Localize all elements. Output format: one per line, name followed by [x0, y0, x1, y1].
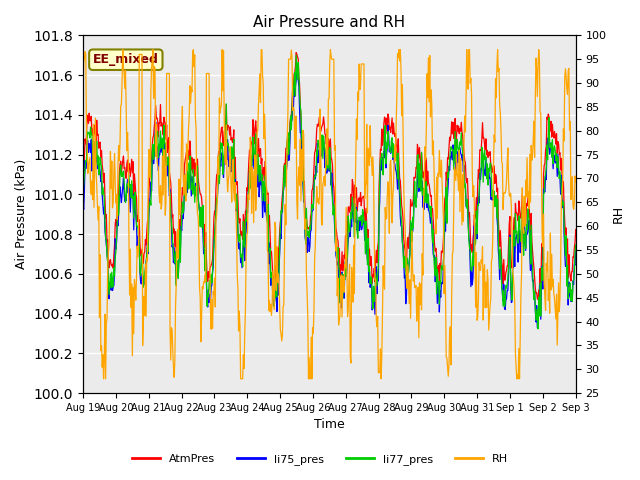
li75_pres — [79, 201, 87, 206]
X-axis label: Time: Time — [314, 419, 345, 432]
li77_pres — [292, 52, 300, 58]
Y-axis label: Air Pressure (kPa): Air Pressure (kPa) — [15, 159, 28, 269]
Line: RH: RH — [83, 49, 576, 379]
RH — [572, 179, 580, 185]
AtmPres — [215, 149, 223, 155]
RH — [79, 96, 87, 102]
li77_pres — [88, 132, 96, 137]
li75_pres — [189, 180, 196, 186]
Text: EE_mixed: EE_mixed — [93, 53, 159, 66]
li77_pres — [215, 152, 223, 158]
li75_pres — [534, 325, 541, 331]
li75_pres — [390, 146, 397, 152]
li75_pres — [215, 177, 223, 183]
li75_pres — [293, 67, 301, 72]
RH — [119, 47, 127, 52]
Line: AtmPres: AtmPres — [83, 53, 576, 300]
li75_pres — [88, 168, 96, 174]
Y-axis label: RH: RH — [612, 205, 625, 223]
RH — [216, 110, 224, 116]
AtmPres — [572, 227, 580, 232]
li77_pres — [390, 141, 397, 147]
RH — [100, 376, 108, 382]
Line: li77_pres: li77_pres — [83, 55, 576, 329]
RH — [190, 64, 198, 70]
li77_pres — [139, 261, 147, 267]
RH — [404, 281, 412, 287]
Title: Air Pressure and RH: Air Pressure and RH — [253, 15, 405, 30]
RH — [140, 293, 148, 299]
AtmPres — [390, 120, 397, 126]
AtmPres — [139, 253, 147, 259]
AtmPres — [79, 177, 87, 182]
li75_pres — [404, 270, 412, 276]
li77_pres — [572, 242, 580, 248]
li75_pres — [139, 282, 147, 288]
li77_pres — [534, 326, 542, 332]
li77_pres — [404, 269, 412, 275]
RH — [390, 158, 398, 164]
li77_pres — [189, 191, 196, 197]
AtmPres — [404, 235, 412, 240]
li75_pres — [572, 248, 580, 254]
Line: li75_pres: li75_pres — [83, 70, 576, 328]
Legend: AtmPres, li75_pres, li77_pres, RH: AtmPres, li75_pres, li77_pres, RH — [128, 450, 512, 469]
AtmPres — [534, 297, 542, 302]
AtmPres — [189, 170, 196, 176]
RH — [88, 178, 96, 184]
li77_pres — [79, 192, 87, 197]
AtmPres — [292, 50, 300, 56]
AtmPres — [88, 132, 96, 138]
